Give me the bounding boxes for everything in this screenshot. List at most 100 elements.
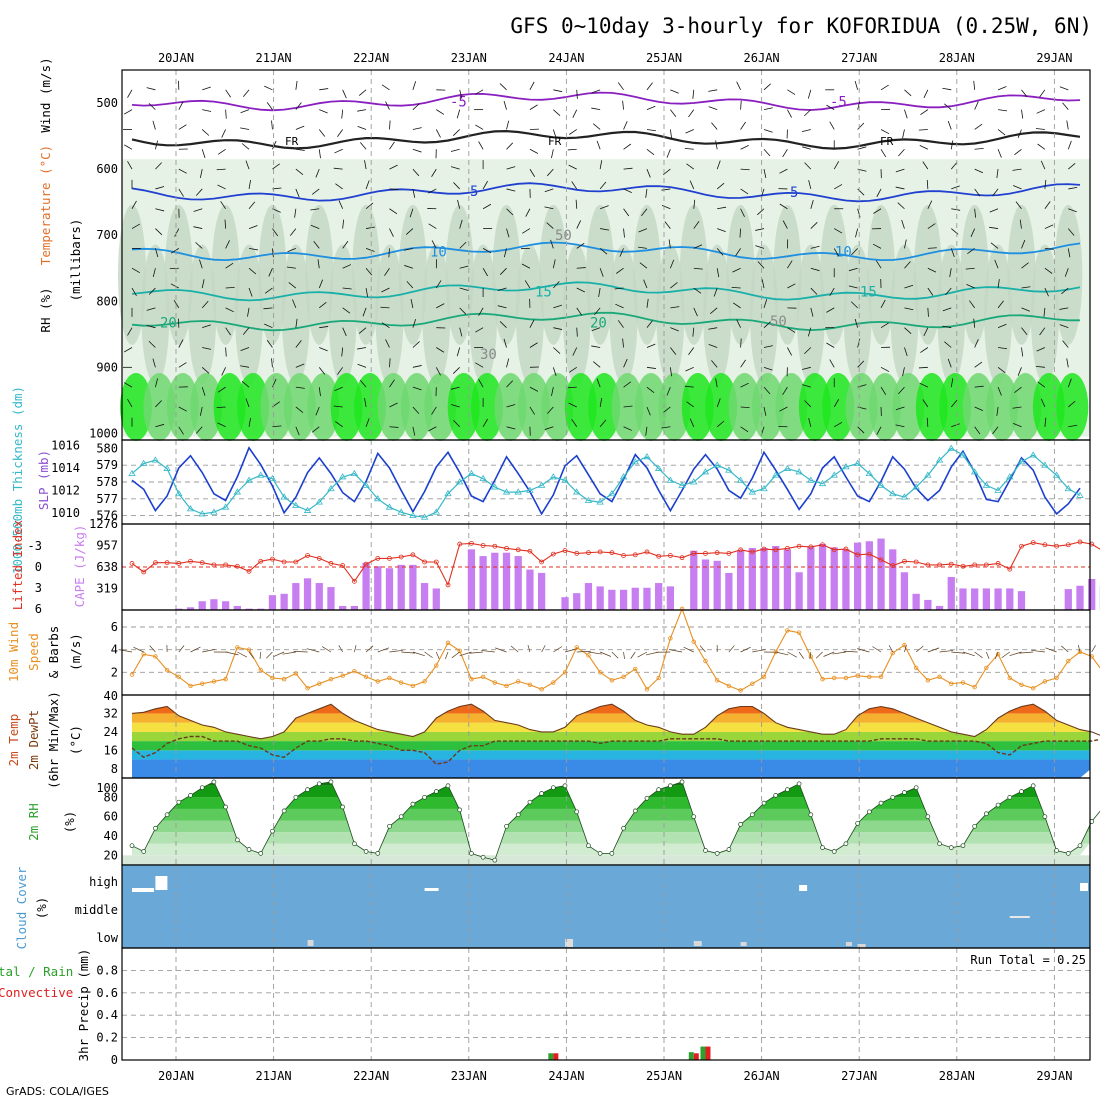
wind-barb: [693, 267, 703, 270]
wind-axis-label-1: 10m Wind: [6, 622, 21, 682]
wind-barb: [740, 121, 746, 130]
wind-barb: [524, 280, 531, 289]
wind-barb: [572, 109, 578, 118]
lifted-index-point: [1065, 542, 1071, 548]
wind-barb: [927, 267, 937, 273]
wind-barb: [389, 426, 399, 428]
temp-band: [132, 731, 1090, 742]
wind-barb: [623, 381, 632, 388]
wind-barb: [553, 281, 560, 289]
wind-barb: [834, 421, 843, 428]
date-label-top: 25JAN: [646, 51, 682, 65]
wind-barb: [898, 386, 905, 395]
wind-barb: [510, 645, 519, 653]
lifted-index-point: [293, 559, 299, 565]
wind-barb: [217, 148, 226, 155]
wind-barb: [148, 287, 156, 295]
rh-shade-mid: [960, 204, 989, 345]
wind-barb: [357, 363, 367, 368]
wind-barb: [716, 248, 724, 256]
wind-barb: [341, 347, 344, 357]
wind-barb: [851, 248, 858, 256]
wind-barb: [551, 387, 554, 397]
wind-barb: [637, 651, 648, 658]
wind-barb: [264, 323, 273, 329]
rh-shade-mid: [118, 204, 146, 345]
wind-barb: [596, 378, 601, 388]
cape-bar: [538, 572, 546, 610]
wind-barb: [693, 221, 700, 229]
lifted-index-point: [925, 562, 931, 568]
wind-barb: [381, 322, 390, 329]
wind-barb: [567, 386, 577, 389]
thickness-point: [947, 444, 955, 451]
wind-barb: [225, 287, 235, 289]
lifted-index-point: [761, 546, 767, 552]
wind-speed-point: [937, 674, 942, 680]
wind-speed-point: [855, 673, 860, 678]
thickness-point: [444, 489, 452, 497]
wind-barb: [997, 86, 1007, 91]
thickness-point: [221, 503, 230, 510]
rh-point: [199, 785, 205, 791]
wind-barb: [646, 168, 651, 178]
cape-bar: [713, 560, 721, 610]
thickness-axis-label: 1000-500mb Thickness (dm): [10, 386, 25, 574]
cape-bar: [467, 549, 476, 610]
rh-shade-low: [424, 372, 457, 441]
thickness-point: [818, 479, 827, 487]
wind-barb: [450, 166, 460, 170]
rh-shade-low: [237, 372, 270, 441]
rh-shade-low: [283, 372, 316, 441]
wind-speed-point: [597, 670, 603, 675]
wind-barb: [599, 248, 608, 255]
run-total-label: Run Total = 0.25: [970, 953, 1086, 967]
rh-point: [761, 800, 767, 806]
lifted-index-point: [562, 548, 568, 553]
wind-barb: [639, 262, 648, 269]
thickness-point: [889, 489, 897, 497]
wind-speed-point: [527, 682, 533, 687]
wind-barb: [571, 419, 578, 428]
cape-bar: [795, 572, 803, 610]
wind-barb: [248, 417, 251, 427]
wind-barb: [201, 129, 210, 136]
wind-barb: [646, 343, 656, 348]
cape-bar: [854, 542, 862, 610]
temp-axis-label-1: 2m Temp: [6, 714, 21, 767]
wind-barb: [699, 645, 706, 653]
cape-bar: [432, 588, 440, 610]
wind-barb: [152, 358, 156, 368]
wind-barb: [715, 378, 718, 388]
wind-barb: [740, 406, 750, 408]
thickness-point: [982, 481, 991, 488]
wind-barb: [850, 301, 858, 309]
contour-label: 10: [430, 245, 447, 261]
cape-bar: [280, 593, 288, 610]
wind-barb: [295, 102, 302, 110]
thickness-tick: 580: [96, 441, 118, 455]
rh-point: [796, 781, 802, 787]
wind-barb: [311, 426, 320, 433]
wind-barb: [623, 358, 628, 368]
wind-barb: [927, 247, 937, 249]
wind-barb: [199, 406, 203, 416]
wind-barb: [731, 287, 741, 289]
temp-axis-label-4: (°C): [68, 725, 83, 755]
pressure-tick: 600: [96, 162, 118, 176]
wind-barb: [918, 366, 928, 369]
temp-tick: 24: [104, 725, 118, 739]
thickness-point: [479, 474, 487, 482]
thickness-point: [748, 488, 757, 495]
rh-point: [352, 841, 357, 847]
wind-barb: [225, 347, 227, 357]
wind-barb: [1001, 651, 1010, 659]
wind-barb: [357, 347, 367, 350]
wind-barb: [728, 645, 735, 653]
rh-point: [1007, 794, 1013, 800]
wind-barb: [974, 651, 983, 659]
thickness-point: [268, 474, 277, 482]
wind-barb: [670, 347, 677, 355]
wind-barb: [295, 318, 298, 328]
wind-barb: [1044, 224, 1054, 229]
